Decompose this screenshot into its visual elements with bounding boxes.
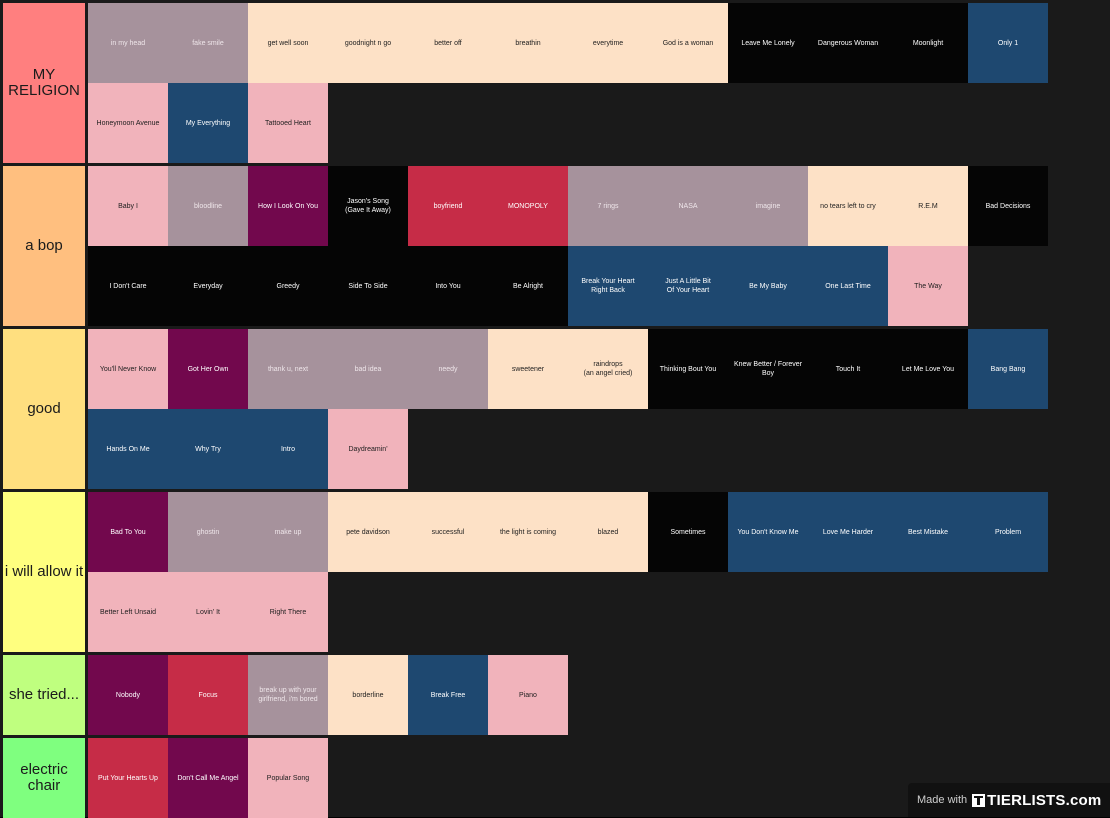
- tier-label[interactable]: a bop: [3, 166, 85, 326]
- tier-label[interactable]: she tried...: [3, 655, 85, 735]
- tier-item[interactable]: MONOPOLY: [488, 166, 568, 246]
- tier-item[interactable]: make up: [248, 492, 328, 572]
- tier-item[interactable]: bloodline: [168, 166, 248, 246]
- tier-item[interactable]: Nobody: [88, 655, 168, 735]
- tier-item[interactable]: Side To Side: [328, 246, 408, 326]
- tier-item[interactable]: borderline: [328, 655, 408, 735]
- tier-item[interactable]: How I Look On You: [248, 166, 328, 246]
- tier-item[interactable]: Just A Little Bit Of Your Heart: [648, 246, 728, 326]
- tier-item[interactable]: Bang Bang: [968, 329, 1048, 409]
- tier-item[interactable]: Hands On Me: [88, 409, 168, 489]
- tier-item[interactable]: imagine: [728, 166, 808, 246]
- tier-item[interactable]: the light is coming: [488, 492, 568, 572]
- tier-item[interactable]: Break Your Heart Right Back: [568, 246, 648, 326]
- tier-item[interactable]: goodnight n go: [328, 3, 408, 83]
- tier-item[interactable]: Into You: [408, 246, 488, 326]
- tier-item[interactable]: sweetener: [488, 329, 568, 409]
- tier-item[interactable]: Be My Baby: [728, 246, 808, 326]
- tier-item[interactable]: Focus: [168, 655, 248, 735]
- tier-item[interactable]: Let Me Love You: [888, 329, 968, 409]
- tier-item[interactable]: Dangerous Woman: [808, 3, 888, 83]
- tier-item[interactable]: pete davidson: [328, 492, 408, 572]
- watermark-brand: TIERLISTS.com: [987, 791, 1102, 809]
- tier-item[interactable]: blazed: [568, 492, 648, 572]
- tier-item[interactable]: Problem: [968, 492, 1048, 572]
- tier-item[interactable]: Baby I: [88, 166, 168, 246]
- tier-item[interactable]: raindrops (an angel cried): [568, 329, 648, 409]
- tier-item[interactable]: better off: [408, 3, 488, 83]
- tierlists-logo-icon: [972, 793, 986, 807]
- tier-item[interactable]: fake smile: [168, 3, 248, 83]
- tier-item[interactable]: Popular Song: [248, 738, 328, 818]
- tier-item[interactable]: 7 rings: [568, 166, 648, 246]
- watermark-prefix: Made with: [917, 794, 968, 806]
- tier-item[interactable]: NASA: [648, 166, 728, 246]
- tier-item[interactable]: Thinking Bout You: [648, 329, 728, 409]
- tier-item[interactable]: Put Your Hearts Up: [88, 738, 168, 818]
- tier-item[interactable]: I Don't Care: [88, 246, 168, 326]
- tier-item[interactable]: Lovin' It: [168, 572, 248, 652]
- tier-item[interactable]: get well soon: [248, 3, 328, 83]
- tier-item[interactable]: Love Me Harder: [808, 492, 888, 572]
- tier-item[interactable]: boyfriend: [408, 166, 488, 246]
- tier-item[interactable]: Only 1: [968, 3, 1048, 83]
- tier-label[interactable]: electric chair: [3, 738, 85, 818]
- tier-item[interactable]: You'll Never Know: [88, 329, 168, 409]
- tier-item[interactable]: My Everything: [168, 83, 248, 163]
- tier-row: she tried... Nobody Focus break up with you…: [0, 652, 1110, 735]
- tier-label[interactable]: i will allow it: [3, 492, 85, 652]
- tier-item[interactable]: Best Mistake: [888, 492, 968, 572]
- tier-item[interactable]: break up with your girlfriend, i'm bored: [248, 655, 328, 735]
- tier-item[interactable]: Touch It: [808, 329, 888, 409]
- tier-item[interactable]: bad idea: [328, 329, 408, 409]
- tier-item[interactable]: successful: [408, 492, 488, 572]
- tier-item[interactable]: Moonlight: [888, 3, 968, 83]
- tier-item[interactable]: needy: [408, 329, 488, 409]
- tier-item[interactable]: Why Try: [168, 409, 248, 489]
- tier-item[interactable]: Knew Better / Forever Boy: [728, 329, 808, 409]
- tier-item[interactable]: Be Alright: [488, 246, 568, 326]
- tier-row: good You'll Never Know Got Her Own thank u,…: [0, 326, 1110, 489]
- tier-row: i will allow it Bad To You ghostin make up p…: [0, 489, 1110, 652]
- tier-item[interactable]: everytime: [568, 3, 648, 83]
- tier-item[interactable]: Leave Me Lonely: [728, 3, 808, 83]
- tier-item[interactable]: Sometimes: [648, 492, 728, 572]
- tier-item[interactable]: Jason's Song (Gave It Away): [328, 166, 408, 246]
- tier-item[interactable]: breathin: [488, 3, 568, 83]
- tier-item[interactable]: in my head: [88, 3, 168, 83]
- tier-item[interactable]: ghostin: [168, 492, 248, 572]
- tier-item[interactable]: One Last Time: [808, 246, 888, 326]
- tier-item[interactable]: Bad Decisions: [968, 166, 1048, 246]
- tier-item[interactable]: Greedy: [248, 246, 328, 326]
- tier-row: MY RELIGION in my head fake smile get well …: [0, 0, 1110, 163]
- tier-label[interactable]: MY RELIGION: [3, 3, 85, 163]
- tier-item[interactable]: Everyday: [168, 246, 248, 326]
- tier-label[interactable]: good: [3, 329, 85, 489]
- tier-item[interactable]: The Way: [888, 246, 968, 326]
- tier-item[interactable]: Tattooed Heart: [248, 83, 328, 163]
- tier-item[interactable]: Break Free: [408, 655, 488, 735]
- tier-item[interactable]: Daydreamin': [328, 409, 408, 489]
- tier-item[interactable]: no tears left to cry: [808, 166, 888, 246]
- tier-item[interactable]: Intro: [248, 409, 328, 489]
- tier-item[interactable]: thank u, next: [248, 329, 328, 409]
- watermark: Made with TIERLISTS.com: [908, 783, 1110, 817]
- tier-item[interactable]: Right There: [248, 572, 328, 652]
- tier-item[interactable]: Bad To You: [88, 492, 168, 572]
- tier-item[interactable]: Piano: [488, 655, 568, 735]
- tier-item[interactable]: Honeymoon Avenue: [88, 83, 168, 163]
- tier-item[interactable]: R.E.M: [888, 166, 968, 246]
- tier-item[interactable]: God is a woman: [648, 3, 728, 83]
- tier-item[interactable]: Better Left Unsaid: [88, 572, 168, 652]
- tier-item[interactable]: Don't Call Me Angel: [168, 738, 248, 818]
- tier-item[interactable]: Got Her Own: [168, 329, 248, 409]
- tier-item[interactable]: You Don't Know Me: [728, 492, 808, 572]
